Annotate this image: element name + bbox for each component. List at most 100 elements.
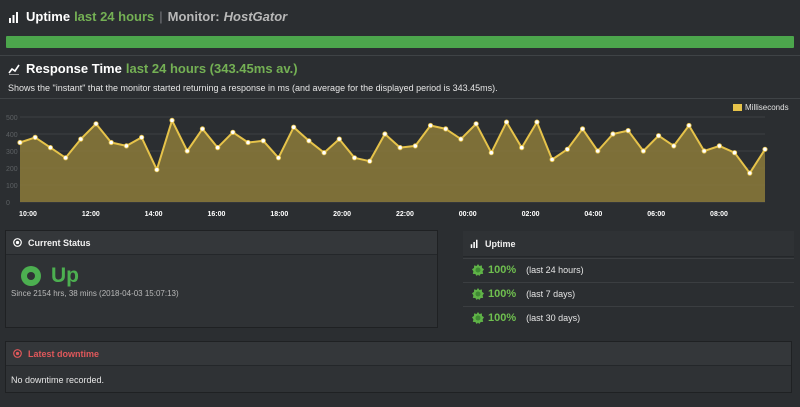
uptime-panel-title: Uptime	[485, 238, 516, 249]
data-point	[108, 139, 114, 146]
data-point	[367, 158, 373, 164]
x-tick-label: 00:00	[459, 211, 477, 218]
downtime-header: Latest downtime	[6, 342, 791, 366]
data-point	[184, 148, 190, 154]
x-tick-label: 18:00	[270, 211, 288, 218]
current-status-panel: Current Status Up Since 2154 hrs, 38 min…	[5, 230, 438, 328]
title-separator: |	[159, 9, 163, 24]
y-tick-label: 300	[6, 149, 18, 156]
x-tick-label: 06:00	[647, 211, 665, 218]
current-status-header: Current Status	[6, 231, 437, 255]
uptime-row: 100% (last 24 hours)	[463, 258, 794, 281]
series-area	[20, 120, 765, 202]
x-tick-label: 20:00	[333, 211, 351, 218]
data-point	[610, 131, 616, 137]
chart-legend: Milliseconds	[733, 103, 789, 112]
certificate-badge-icon	[472, 264, 484, 276]
data-point	[519, 144, 525, 151]
status-dot-icon	[21, 266, 41, 286]
data-point	[215, 144, 221, 151]
data-point	[412, 143, 418, 149]
response-period-avg: last 24 hours (343.45ms av.)	[125, 61, 298, 76]
line-chart-icon	[8, 64, 20, 75]
certificate-badge-icon	[472, 288, 484, 300]
status-indicator: Up	[21, 264, 79, 288]
data-point	[306, 138, 312, 144]
data-point	[564, 146, 570, 152]
data-point	[671, 143, 677, 149]
status-since: Since 2154 hrs, 38 mins (2018-04-03 15:0…	[11, 289, 179, 298]
monitor-name: HostGator	[223, 9, 288, 24]
data-point	[382, 131, 388, 137]
monitor-label: Monitor:	[167, 9, 220, 24]
response-header: Response Time last 24 hours (343.45ms av…	[8, 61, 298, 76]
data-point	[625, 127, 631, 134]
data-point	[747, 170, 753, 176]
data-point	[443, 126, 449, 132]
data-point	[199, 126, 206, 132]
data-point	[17, 139, 23, 146]
uptime-percent: 100%	[488, 312, 517, 324]
legend-label: Milliseconds	[745, 103, 789, 112]
x-tick-label: 02:00	[522, 211, 540, 218]
downtime-panel: Latest downtime No downtime recorded.	[5, 341, 792, 393]
bar-chart-icon	[470, 239, 478, 248]
data-point	[260, 138, 266, 144]
x-tick-label: 14:00	[145, 211, 163, 218]
data-point	[716, 143, 722, 149]
data-point	[579, 126, 586, 132]
data-point	[427, 122, 434, 129]
data-point	[549, 156, 555, 163]
y-tick-label: 500	[6, 115, 18, 122]
uptime-period-label: (last 24 hours)	[526, 265, 584, 275]
x-tick-label: 12:00	[82, 211, 100, 218]
certificate-badge-icon	[472, 312, 484, 324]
data-point	[336, 136, 342, 142]
uptime-header: Uptime last 24 hours | Monitor: HostGato…	[8, 9, 287, 24]
divider	[0, 98, 800, 99]
data-point	[534, 119, 540, 125]
dot-circle-icon	[13, 238, 22, 247]
response-description: Shows the "instant" that the monitor sta…	[8, 83, 498, 93]
data-point	[503, 119, 510, 125]
data-point	[655, 133, 662, 139]
data-point	[154, 167, 160, 173]
series-line	[19, 119, 766, 175]
data-point	[595, 148, 601, 154]
data-point	[640, 148, 646, 154]
response-title: Response Time	[26, 61, 122, 76]
data-point	[78, 136, 84, 142]
y-tick-label: 0	[6, 200, 10, 207]
data-point	[63, 155, 69, 161]
downtime-title: Latest downtime	[28, 348, 100, 359]
dot-circle-icon	[13, 349, 22, 358]
uptime-percent: 100%	[488, 264, 517, 276]
divider	[0, 55, 800, 56]
uptime-panel: Uptime 100% (last 24 hours) 100% (last 7 da…	[462, 230, 795, 328]
uptime-row: 100% (last 7 days)	[463, 282, 794, 305]
uptime-percent: 100%	[488, 288, 517, 300]
data-point	[686, 122, 692, 129]
uptime-period: last 24 hours	[74, 9, 155, 24]
x-tick-label: 16:00	[208, 211, 226, 218]
y-tick-label: 200	[6, 166, 18, 173]
data-point	[139, 134, 145, 141]
uptime-row: 100% (last 30 days)	[463, 306, 794, 329]
data-point	[397, 144, 403, 151]
y-tick-label: 100	[6, 183, 18, 190]
uptime-bar	[6, 36, 794, 48]
uptime-panel-header: Uptime	[463, 231, 794, 257]
uptime-title: Uptime	[26, 9, 71, 24]
data-point	[93, 121, 99, 127]
current-status-title: Current Status	[28, 237, 91, 248]
data-point	[47, 144, 54, 151]
data-point	[731, 150, 738, 156]
status-text: Up	[51, 264, 79, 287]
uptime-period-label: (last 7 days)	[526, 289, 576, 299]
uptime-period-label: (last 30 days)	[526, 313, 581, 323]
x-tick-label: 04:00	[584, 211, 602, 218]
data-point	[473, 121, 479, 127]
x-tick-label: 22:00	[396, 211, 414, 218]
bar-chart-icon	[9, 11, 18, 23]
data-point	[488, 150, 494, 156]
